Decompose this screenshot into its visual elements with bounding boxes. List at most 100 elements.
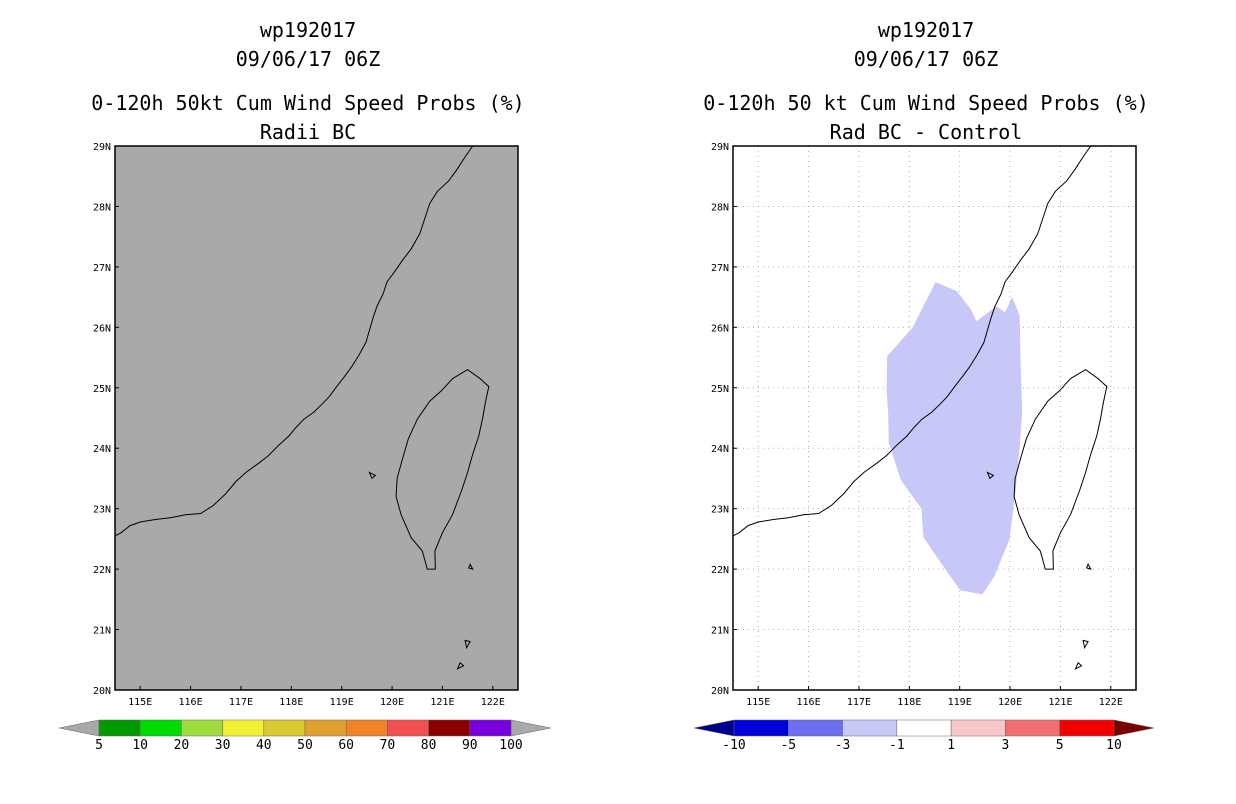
- colorbar-label: -5: [780, 738, 796, 753]
- colorbar-label: 40: [256, 738, 272, 753]
- y-tick-label: 24N: [93, 444, 111, 455]
- colorbar-label: 80: [421, 738, 437, 753]
- y-tick-label: 28N: [711, 202, 729, 213]
- colorbar-segment: [1005, 719, 1060, 737]
- taiwan-outline: [1013, 369, 1108, 570]
- x-tick-label: 120E: [380, 697, 404, 708]
- colorbar-label: 100: [499, 738, 522, 753]
- coastline: [114, 145, 474, 537]
- y-tick-label: 25N: [93, 384, 111, 395]
- colorbar-under-triangle: [58, 719, 100, 737]
- colorbar-label: 10: [1106, 738, 1122, 753]
- colorbar-segment: [181, 719, 223, 737]
- right-chart-panel: wp192017 09/06/17 06Z 0-120h 50 kt Cum W…: [618, 0, 1236, 800]
- map-background: [115, 146, 518, 690]
- colorbar-segment: [1059, 719, 1115, 737]
- x-tick-label: 120E: [998, 697, 1022, 708]
- colorbar-label: 20: [174, 738, 190, 753]
- chart-subtitle: Rad BC - Control: [830, 120, 1023, 144]
- y-tick-label: 25N: [711, 384, 729, 395]
- y-tick-label: 23N: [93, 505, 111, 516]
- colorbar-over-triangle: [1113, 719, 1155, 737]
- plot-frame: [114, 145, 519, 691]
- island-outline: [1074, 661, 1083, 670]
- y-tick-label: 29N: [93, 142, 111, 153]
- colorbar-segment: [263, 719, 306, 737]
- colorbar-segment: [98, 719, 141, 737]
- colorbar-label: 60: [338, 738, 354, 753]
- y-tick-label: 27N: [711, 263, 729, 274]
- x-tick-label: 116E: [797, 697, 821, 708]
- island-outline: [1085, 563, 1092, 570]
- y-tick-label: 29N: [711, 142, 729, 153]
- y-tick-label: 24N: [711, 444, 729, 455]
- colorbar-segment: [222, 719, 265, 737]
- x-tick-label: 115E: [128, 697, 152, 708]
- left-chart: wp192017 09/06/17 06Z 0-120h 50kt Cum Wi…: [58, 18, 552, 753]
- x-tick-label: 121E: [1048, 697, 1072, 708]
- colorbar-label: -10: [722, 738, 745, 753]
- y-tick-label: 20N: [711, 686, 729, 697]
- x-tick-label: 119E: [330, 697, 354, 708]
- colorbar: -10 -5 -3 -1 1 3 5 10: [693, 719, 1155, 753]
- chart-title: 0-120h 50kt Cum Wind Speed Probs (%): [91, 91, 524, 115]
- coastline: [732, 145, 1092, 537]
- chart-subtitle: Radii BC: [260, 120, 356, 144]
- y-tick-label: 21N: [93, 626, 111, 637]
- colorbar-segment: [733, 719, 789, 737]
- colorbar-segment: [950, 719, 1006, 737]
- y-tick-label: 28N: [93, 202, 111, 213]
- colorbar-label: 90: [462, 738, 478, 753]
- colorbar-segment: [788, 719, 843, 737]
- island-outline: [467, 563, 474, 570]
- x-tick-label: 117E: [229, 697, 253, 708]
- y-tick-label: 26N: [711, 323, 729, 334]
- island-outline: [456, 661, 465, 670]
- colorbar-label: 10: [132, 738, 148, 753]
- colorbar-under-triangle: [693, 719, 735, 737]
- island-outline: [464, 639, 471, 650]
- storm-id-title: wp192017: [260, 18, 356, 42]
- x-tick-label: 121E: [430, 697, 454, 708]
- taiwan-outline: [395, 369, 490, 570]
- colorbar-label: 30: [215, 738, 231, 753]
- colorbar-over-triangle: [510, 719, 552, 737]
- date-title: 09/06/17 06Z: [854, 47, 999, 71]
- plot-frame: [732, 145, 1137, 691]
- colorbar-label: 5: [95, 738, 103, 753]
- colorbar-label: -3: [835, 738, 851, 753]
- x-tick-label: 117E: [847, 697, 871, 708]
- y-tick-label: 26N: [93, 323, 111, 334]
- y-tick-label: 21N: [711, 626, 729, 637]
- x-tick-label: 122E: [481, 697, 505, 708]
- y-tick-label: 22N: [711, 565, 729, 576]
- colorbar-label: 5: [1056, 738, 1064, 753]
- colorbar-label: 70: [380, 738, 396, 753]
- chart-title: 0-120h 50 kt Cum Wind Speed Probs (%): [703, 91, 1149, 115]
- right-chart: wp192017 09/06/17 06Z 0-120h 50 kt Cum W…: [693, 18, 1155, 753]
- colorbar-segment: [387, 719, 429, 737]
- x-tick-label: 115E: [746, 697, 770, 708]
- y-tick-label: 23N: [711, 505, 729, 516]
- colorbar-segment: [139, 719, 182, 737]
- date-title: 09/06/17 06Z: [236, 47, 381, 71]
- colorbar-segment: [304, 719, 347, 737]
- colorbar-segment: [469, 719, 512, 737]
- left-chart-panel: wp192017 09/06/17 06Z 0-120h 50kt Cum Wi…: [0, 0, 618, 800]
- x-tick-label: 118E: [279, 697, 303, 708]
- colorbar-segment: [842, 719, 898, 737]
- probability-difference-region: [886, 282, 1023, 595]
- storm-id-title: wp192017: [878, 18, 974, 42]
- colorbar: 5 10 20 30 40 50 60 70 80 90 100: [58, 719, 552, 753]
- colorbar-label: 50: [297, 738, 313, 753]
- colorbar-label: -1: [889, 738, 905, 753]
- y-tick-label: 22N: [93, 565, 111, 576]
- colorbar-segment: [345, 719, 388, 737]
- x-tick-label: 119E: [948, 697, 972, 708]
- x-tick-label: 118E: [897, 697, 921, 708]
- map-area: 115E 116E 117E 118E 119E 120E 121E 122E 20N 21N 22…: [711, 142, 1137, 708]
- island-outline: [368, 471, 377, 480]
- map-area: 115E 116E 117E 118E 119E 120E 121E 122E 20N 21N 22…: [93, 142, 519, 708]
- y-tick-label: 27N: [93, 263, 111, 274]
- y-tick-label: 20N: [93, 686, 111, 697]
